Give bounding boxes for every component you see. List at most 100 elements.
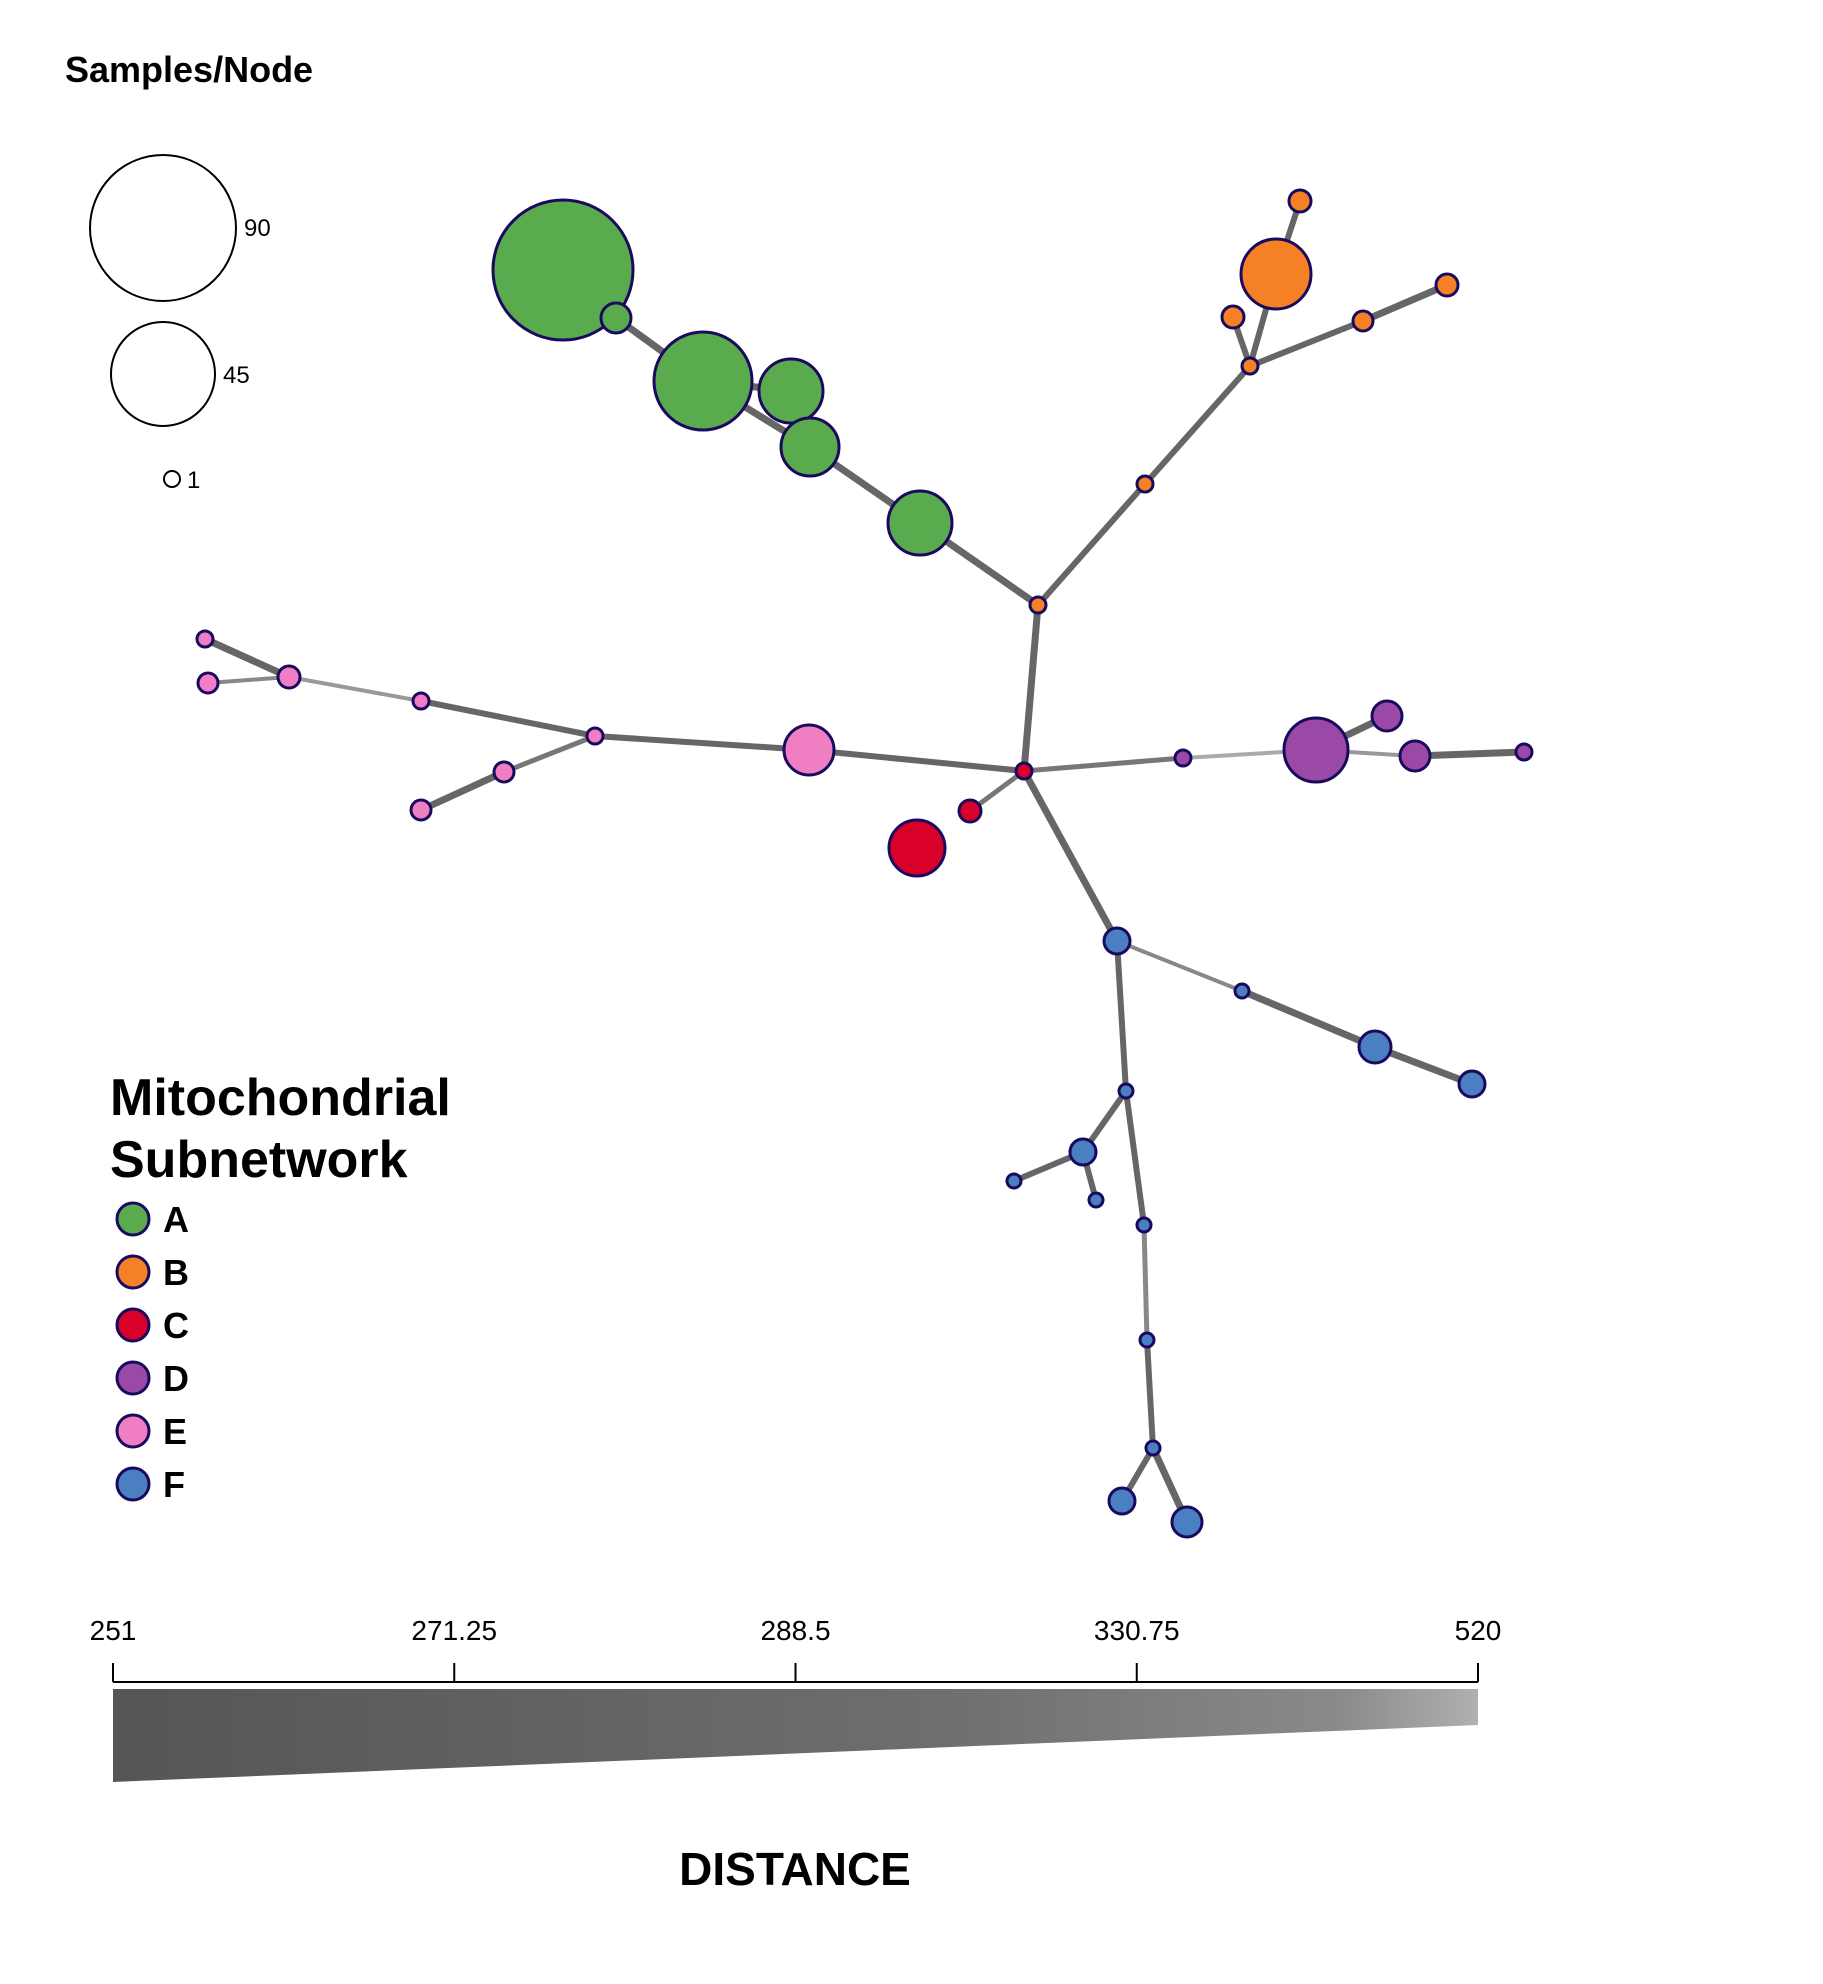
size-legend-circle-45 — [110, 321, 216, 427]
legend-swatch-e — [115, 1413, 151, 1449]
node-e — [585, 726, 605, 746]
legend-label-d: D — [163, 1358, 189, 1399]
distance-gradient-wedge — [113, 1689, 1478, 1782]
scale-tick-label: 520 — [1455, 1615, 1502, 1646]
node-a — [779, 416, 841, 478]
node-e — [276, 664, 302, 690]
edge — [806, 747, 1027, 774]
edge — [592, 733, 812, 753]
size-legend-circle-90 — [89, 154, 237, 302]
edge — [417, 768, 508, 814]
edge — [1123, 1088, 1147, 1228]
node-f — [1107, 1486, 1137, 1516]
edge — [418, 698, 598, 739]
legend-label-e: E — [163, 1411, 187, 1452]
node-d — [1514, 742, 1534, 762]
node-a — [886, 489, 954, 557]
legend-label-c: C — [163, 1305, 189, 1346]
node-f — [1357, 1029, 1393, 1065]
legend-swatch-b — [115, 1254, 151, 1290]
node-b — [1239, 237, 1313, 311]
distance-scale: 251 271.25 288.5 330.75 520 DISTANCE — [90, 1615, 1502, 1895]
node-b — [1434, 272, 1460, 298]
edge — [501, 733, 598, 775]
size-legend-label-1: 1 — [187, 467, 200, 494]
network-edges — [201, 198, 1528, 1526]
edge — [1020, 767, 1121, 945]
edge — [1238, 987, 1379, 1051]
node-b — [1028, 595, 1048, 615]
edge — [206, 675, 291, 685]
node-e — [196, 671, 220, 695]
node-f — [1233, 982, 1251, 1000]
edge — [287, 675, 423, 703]
network-nodes — [195, 188, 1534, 1539]
node-c — [887, 818, 947, 878]
scale-tick-label: 251 — [90, 1615, 137, 1646]
node-f — [1135, 1216, 1153, 1234]
legend-swatch-a — [115, 1201, 151, 1237]
node-f — [1102, 926, 1132, 956]
node-e — [195, 629, 215, 649]
node-c — [1014, 761, 1034, 781]
edge — [1142, 363, 1253, 487]
node-f — [1457, 1069, 1487, 1099]
node-d — [1370, 699, 1404, 733]
node-b — [1351, 309, 1375, 333]
edge — [1115, 939, 1244, 993]
legend-swatch-c — [115, 1307, 151, 1343]
distance-title: DISTANCE — [679, 1843, 911, 1895]
legend-swatch-d — [115, 1360, 151, 1396]
edge — [1359, 281, 1451, 325]
edge — [1141, 1222, 1150, 1343]
size-legend-label-90: 90 — [244, 215, 271, 242]
edge — [1114, 938, 1129, 1094]
size-legend: Samples/Node 90 45 1 — [65, 49, 313, 494]
scale-tick-label: 271.25 — [411, 1615, 497, 1646]
node-f — [1117, 1082, 1135, 1100]
legend-label-b: B — [163, 1252, 189, 1293]
node-a — [491, 198, 635, 342]
node-b — [1287, 188, 1313, 214]
node-f — [1087, 1191, 1105, 1209]
node-f — [1144, 1439, 1162, 1457]
node-e — [409, 798, 433, 822]
legend-title-line2: Subnetwork — [110, 1131, 408, 1189]
scale-tick-label: 288.5 — [760, 1615, 830, 1646]
node-f — [1170, 1505, 1204, 1539]
node-b — [1220, 304, 1246, 330]
edge — [1020, 601, 1042, 775]
size-legend-title: Samples/Node — [65, 49, 313, 90]
edge — [201, 635, 293, 681]
node-e — [411, 691, 431, 711]
size-legend-circle-1 — [163, 470, 181, 488]
edge — [1035, 481, 1148, 608]
scale-ticks: 251 271.25 288.5 330.75 520 — [90, 1615, 1502, 1682]
edge — [1144, 1337, 1156, 1451]
node-d — [1282, 716, 1350, 784]
node-d — [1173, 748, 1193, 768]
node-a — [652, 330, 754, 432]
size-legend-label-45: 45 — [223, 362, 250, 389]
edge — [1411, 748, 1528, 760]
legend-swatch-f — [115, 1466, 151, 1502]
node-a — [599, 301, 633, 335]
node-c — [957, 798, 983, 824]
node-e — [782, 723, 836, 777]
node-f — [1005, 1172, 1023, 1190]
node-a — [757, 357, 825, 425]
edge — [1021, 755, 1186, 774]
scale-tick-label: 330.75 — [1094, 1615, 1180, 1646]
legend-label-f: F — [163, 1464, 185, 1505]
node-f — [1068, 1137, 1098, 1167]
node-b — [1240, 356, 1260, 376]
legend-label-a: A — [163, 1199, 189, 1240]
edge — [1247, 318, 1366, 369]
legend-title-line1: Mitochondrial — [110, 1069, 451, 1127]
node-f — [1138, 1331, 1156, 1349]
node-e — [492, 760, 516, 784]
node-b — [1135, 474, 1155, 494]
